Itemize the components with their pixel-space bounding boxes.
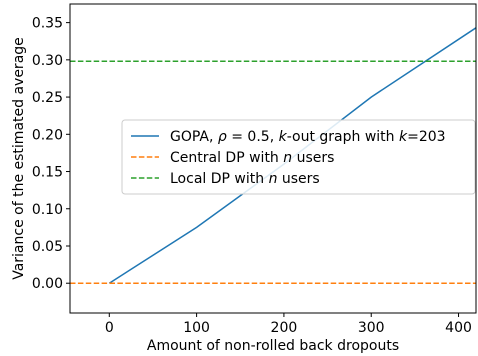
y-tick-label: 0.10 (32, 202, 63, 218)
x-tick-label: 400 (445, 320, 472, 336)
y-axis-label: Variance of the estimated average (11, 37, 27, 280)
x-tick-label: 200 (271, 320, 298, 336)
x-axis-label: Amount of non-rolled back dropouts (147, 338, 399, 354)
y-tick-label: 0.25 (32, 90, 63, 106)
legend-entry-label: Central DP with n users (170, 150, 334, 166)
x-tick-label: 0 (105, 320, 114, 336)
y-tick-label: 0.05 (32, 239, 63, 255)
y-tick-label: 0.15 (32, 165, 63, 181)
legend: GOPA, ρ = 0.5, k-out graph with k=203 Cen… (121, 119, 476, 195)
y-tick-label: 0.20 (32, 127, 63, 143)
x-axis: 0 100 200 300 400 (105, 313, 472, 336)
legend-box (121, 119, 476, 195)
y-tick-label: 0.30 (32, 53, 63, 69)
x-tick-label: 300 (358, 320, 385, 336)
y-tick-label: 0.00 (32, 276, 63, 292)
y-tick-label: 0.35 (32, 16, 63, 32)
plot-frame (69, 3, 477, 314)
legend-entry-label: GOPA, ρ = 0.5, k-out graph with k=203 (170, 129, 446, 145)
legend-entry-label: Local DP with n users (170, 171, 320, 187)
x-tick-label: 100 (183, 320, 210, 336)
y-axis: 0.00 0.05 0.10 0.15 0.20 0.25 0.30 0.35 (32, 16, 70, 292)
